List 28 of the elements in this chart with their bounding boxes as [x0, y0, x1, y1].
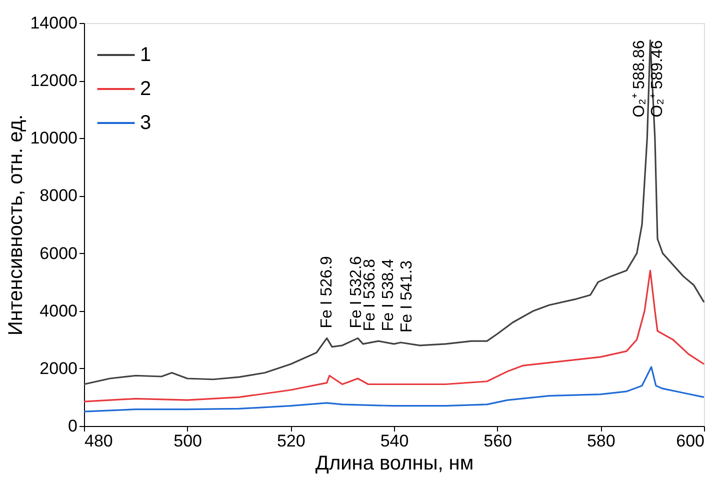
- y-axis-title: Интенсивность, отн. ед.: [5, 114, 28, 336]
- x-tick-label: 540: [380, 432, 409, 450]
- annotation: O₂⁺ 589.46: [649, 40, 666, 118]
- y-tick-label: 14000: [30, 14, 78, 32]
- x-tick-label: 600: [676, 432, 704, 450]
- y-tick-label: 2000: [40, 358, 78, 378]
- legend-label: 2: [140, 78, 152, 100]
- legend-label: 1: [140, 44, 152, 66]
- y-tick-label: 6000: [40, 244, 78, 263]
- line-series: [83, 366, 705, 412]
- y-tick-label: 12000: [30, 71, 78, 90]
- x-tick-label: 500: [174, 432, 202, 450]
- annotation: Fe I 536.8: [361, 258, 378, 332]
- annotation: Fe I 538.4: [380, 258, 397, 332]
- x-tick-label: 580: [586, 432, 616, 450]
- y-tick-label: 4000: [40, 301, 78, 320]
- line-series: [83, 39, 705, 386]
- annotation: Fe I 541.3: [398, 260, 416, 333]
- x-tick-label: 480: [84, 432, 113, 450]
- y-tick-label: 0: [68, 416, 78, 436]
- x-tick-label: 560: [484, 432, 512, 450]
- x-tick-label: 520: [276, 432, 306, 450]
- y-tick-label: 8000: [40, 186, 78, 206]
- annotation: O₂⁺ 588.86: [630, 40, 648, 118]
- y-tick-label: 10000: [30, 128, 78, 148]
- legend-label: 3: [140, 112, 152, 134]
- x-axis-title: Длина волны, нм: [315, 452, 474, 474]
- annotation: Fe I 526.9: [318, 256, 336, 328]
